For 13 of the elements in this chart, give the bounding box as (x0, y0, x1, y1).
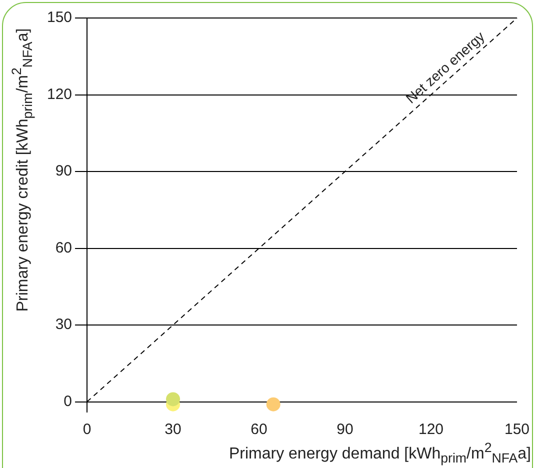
x-axis-title: Primary energy demand [kWh$_{prim}$/m$^{2}$$_{NFA}$a] (228, 440, 531, 466)
y-tick-label: 60 (55, 239, 72, 256)
x-tick-label: 120 (418, 421, 444, 438)
y-tick-label: 150 (46, 9, 72, 26)
y-tick-label: 30 (55, 316, 72, 334)
x-tick-label: 60 (250, 421, 268, 438)
y-tick-label: 0 (64, 392, 72, 410)
x-tick-label: 30 (164, 421, 182, 438)
x-tick-label: 150 (504, 421, 530, 438)
x-tick-label: 90 (336, 421, 354, 438)
y-tick-label: 90 (55, 162, 72, 180)
y-tick-label: 120 (46, 86, 72, 103)
x-tick-label: 0 (82, 421, 92, 438)
